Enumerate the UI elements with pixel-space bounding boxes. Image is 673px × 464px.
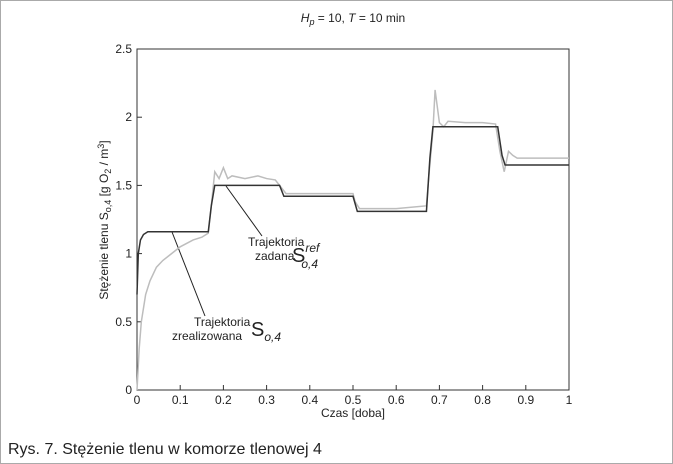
ylabel-part: Stężenie tlenu S bbox=[97, 212, 111, 299]
annotation-text: Trajektoria bbox=[248, 235, 305, 249]
title-part: p bbox=[308, 17, 314, 27]
series-line bbox=[136, 125, 569, 295]
title-part: = 10, bbox=[314, 11, 348, 25]
x-tick-label: 0.2 bbox=[215, 393, 232, 407]
symbol-part: o,4 bbox=[264, 330, 281, 344]
y-tick-label: 2 bbox=[125, 110, 132, 124]
title-part: T bbox=[348, 11, 357, 25]
annotation-symbol: So,4 bbox=[251, 319, 281, 344]
y-tick-label: 1 bbox=[125, 247, 132, 261]
symbol-part: ref bbox=[305, 241, 321, 255]
title-part: H bbox=[301, 11, 310, 25]
x-tick-label: 0 bbox=[134, 393, 141, 407]
leader-line bbox=[225, 185, 263, 237]
y-tick-label: 0 bbox=[125, 383, 132, 397]
x-tick-label: 0.5 bbox=[345, 393, 362, 407]
chart-title: Hp = 10, T = 10 min bbox=[301, 11, 405, 27]
x-tick-label: 0.3 bbox=[258, 393, 275, 407]
symbol-part: o,4 bbox=[301, 257, 318, 271]
leader-line bbox=[171, 231, 206, 317]
title-part: = 10 min bbox=[356, 11, 406, 25]
y-tick-label: 0.5 bbox=[115, 315, 132, 329]
ylabel-part: ] bbox=[97, 140, 111, 143]
caption: Rys. 7. Stężenie tlenu w komorze tlenowe… bbox=[8, 441, 322, 458]
x-tick-label: 0.8 bbox=[474, 393, 491, 407]
x-tick-label: 1 bbox=[566, 393, 573, 407]
annotation-text: zadana bbox=[255, 249, 295, 263]
y-tick-label: 2.5 bbox=[115, 42, 132, 56]
ylabel-part: 2 bbox=[103, 169, 113, 174]
x-tick-label: 0.1 bbox=[172, 393, 189, 407]
symbol-part: S bbox=[251, 319, 264, 341]
ylabel-part: 3 bbox=[96, 144, 106, 149]
series-line bbox=[136, 89, 569, 391]
ylabel-part: / m bbox=[97, 149, 111, 169]
annotation-text: zrealizowana bbox=[172, 329, 242, 343]
symbol-part: S bbox=[292, 245, 305, 267]
x-tick-label: 0.7 bbox=[431, 393, 448, 407]
ylabel-part: [g O bbox=[97, 174, 111, 200]
y-tick-label: 1.5 bbox=[115, 178, 132, 192]
x-tick-label: 0.4 bbox=[301, 393, 318, 407]
annotation-symbol: Sref o,4 bbox=[292, 241, 321, 271]
annotation-text: Trajektoria bbox=[194, 315, 251, 329]
x-axis-label: Czas [doba] bbox=[321, 406, 385, 420]
x-tick-label: 0.6 bbox=[388, 393, 405, 407]
ylabel-part: o,4 bbox=[103, 200, 113, 213]
x-tick-label: 0.9 bbox=[517, 393, 534, 407]
y-axis-label: Stężenie tlenu So,4 [g O2 / m3] bbox=[96, 140, 113, 299]
